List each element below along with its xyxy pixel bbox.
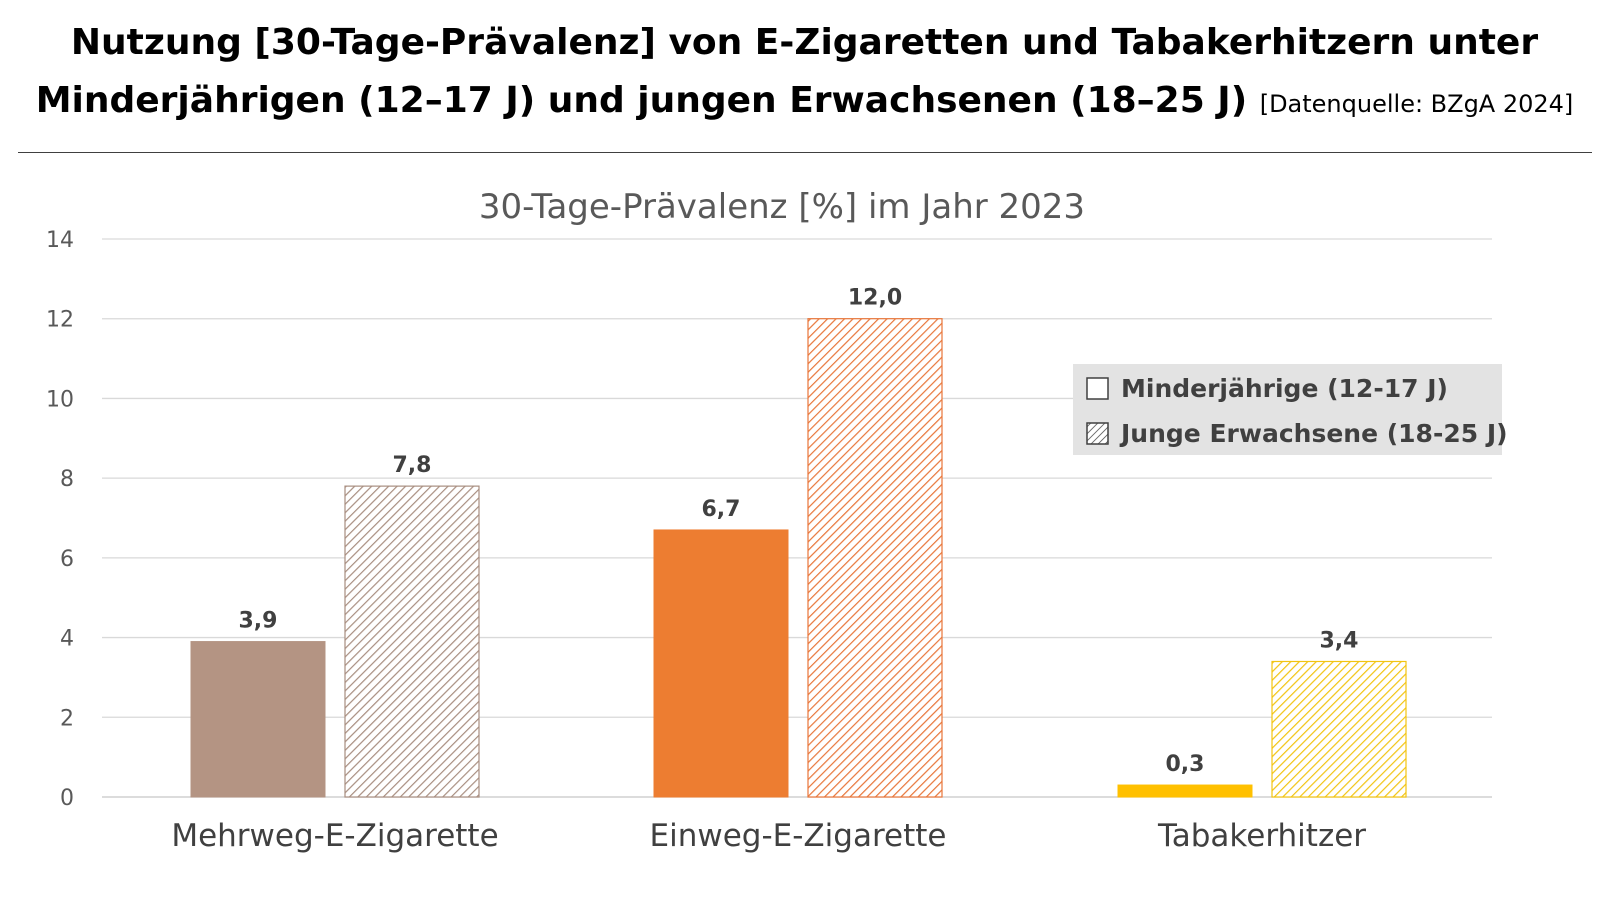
y-tick-label-10: 10	[46, 387, 74, 412]
chart-title-line-2-text: Minderjährigen (12–17 J) und jungen Erwa…	[35, 80, 1248, 121]
y-tick-label-0: 0	[60, 786, 74, 811]
bar-tabakerhitzer-junge-erwachsene	[1271, 660, 1407, 798]
data-label-tabakerhitzer-junge-erwachsene: 3,4	[1320, 628, 1359, 653]
y-tick-label-4: 4	[60, 627, 74, 652]
legend-swatch-minderjaehrige	[1086, 377, 1109, 400]
chart-header: Nutzung [30-Tage-Prävalenz] von E-Zigare…	[0, 14, 1609, 133]
bar-mehrweg-e-zigarette-minderjaehrige	[190, 641, 326, 798]
data-source-note: [Datenquelle: BZgA 2024]	[1259, 90, 1574, 118]
data-label-mehrweg-e-zigarette-junge-erwachsene: 7,8	[393, 453, 432, 478]
y-tick-label-14: 14	[46, 228, 74, 253]
bar-einweg-e-zigarette-minderjaehrige	[653, 529, 789, 798]
chart-title-line-2: Minderjährigen (12–17 J) und jungen Erwa…	[0, 72, 1609, 133]
data-label-einweg-e-zigarette-minderjaehrige: 6,7	[702, 497, 741, 522]
data-label-einweg-e-zigarette-junge-erwachsene: 12,0	[848, 286, 902, 311]
legend-background	[1073, 364, 1502, 455]
y-axis: 0 2 4 6 8 10 12 14	[46, 228, 74, 811]
y-tick-label-12: 12	[46, 308, 74, 333]
bar-einweg-e-zigarette-junge-erwachsene	[807, 318, 943, 798]
legend-swatch-junge-erwachsene	[1086, 422, 1109, 445]
bars	[190, 318, 1407, 798]
y-tick-label-8: 8	[60, 467, 74, 492]
x-tick-label-einweg-e-zigarette: Einweg-E-Zigarette	[650, 818, 947, 854]
x-tick-label-mehrweg-e-zigarette: Mehrweg-E-Zigarette	[171, 818, 498, 854]
x-axis: Mehrweg-E-Zigarette Einweg-E-Zigarette Tab…	[171, 818, 1366, 854]
x-tick-label-tabakerhitzer: Tabakerhitzer	[1157, 818, 1366, 854]
data-label-mehrweg-e-zigarette-minderjaehrige: 3,9	[239, 609, 278, 634]
legend: Minderjährige (12-17 J) Junge Erwachsene …	[1073, 364, 1508, 455]
grid-lines	[102, 238, 1492, 798]
legend-label-minderjaehrige: Minderjährige (12-17 J)	[1121, 374, 1448, 403]
bar-mehrweg-e-zigarette-junge-erwachsene	[344, 485, 480, 798]
data-label-tabakerhitzer-minderjaehrige: 0,3	[1166, 752, 1205, 777]
chart-title-line-1: Nutzung [30-Tage-Prävalenz] von E-Zigare…	[70, 22, 1539, 63]
legend-label-junge-erwachsene: Junge Erwachsene (18-25 J)	[1119, 419, 1508, 448]
chart-subtitle: 30-Tage-Prävalenz [%] im Jahr 2023	[479, 187, 1085, 227]
bar-tabakerhitzer-minderjaehrige	[1117, 784, 1253, 798]
data-labels: 3,9 7,8 6,7 12,0 0,3 3,4	[239, 286, 1359, 777]
y-tick-label-2: 2	[60, 706, 74, 731]
y-tick-label-6: 6	[60, 547, 74, 572]
header-divider	[18, 152, 1592, 153]
